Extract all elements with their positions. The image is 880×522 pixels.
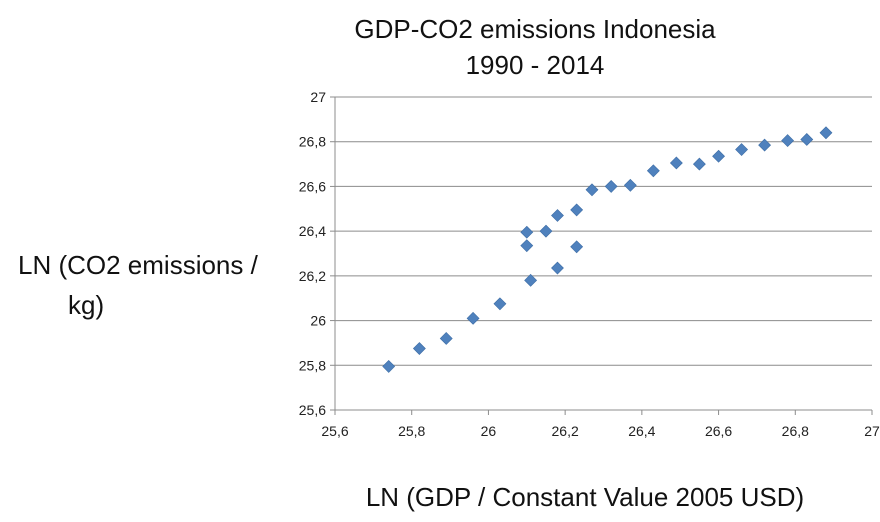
data-point-diamond xyxy=(524,273,538,287)
y-tick-label: 26,2 xyxy=(299,268,326,284)
x-tick-label: 26,8 xyxy=(782,423,809,439)
data-point-diamond xyxy=(570,203,584,217)
data-point-diamond xyxy=(585,183,599,197)
x-tick-label: 25,6 xyxy=(321,423,348,439)
data-point-diamond xyxy=(439,332,453,345)
y-tick-label: 26,8 xyxy=(299,134,326,150)
y-tick-label: 26,6 xyxy=(299,178,326,194)
data-point-diamond xyxy=(692,157,706,171)
x-axis-label: LN (GDP / Constant Value 2005 USD) xyxy=(365,482,805,512)
y-tick-label: 25,8 xyxy=(299,357,326,373)
data-point-diamond xyxy=(819,126,833,140)
chart-title-line-1: GDP-CO2 emissions Indonesia xyxy=(354,14,716,44)
data-point-diamond xyxy=(382,359,396,373)
data-point-diamond xyxy=(735,143,749,156)
data-point-diamond xyxy=(412,342,426,355)
data-point-diamond xyxy=(712,149,725,163)
y-axis-label-line-2: kg) xyxy=(68,290,105,320)
data-point-diamond xyxy=(669,156,683,170)
x-tick-label: 26 xyxy=(481,423,497,439)
y-tick-label: 25,6 xyxy=(299,402,326,418)
x-tick-label: 26,4 xyxy=(628,423,655,439)
data-point-diamond xyxy=(800,133,814,146)
data-point-diamond xyxy=(781,134,795,148)
x-tick-label: 27 xyxy=(864,423,880,439)
data-point-diamond xyxy=(493,297,507,311)
x-tick-label: 26,2 xyxy=(552,423,579,439)
x-tick-label: 25,8 xyxy=(398,423,425,439)
data-point-diamond xyxy=(623,178,637,192)
x-tick-label: 26,6 xyxy=(705,423,732,439)
data-point-diamond xyxy=(758,138,772,152)
data-point-diamond xyxy=(551,261,564,275)
y-tick-label: 26 xyxy=(310,313,326,329)
data-point-diamond xyxy=(520,225,534,239)
data-point-diamond xyxy=(539,224,553,238)
chart-title-line-2: 1990 - 2014 xyxy=(465,50,605,80)
y-tick-label: 26,4 xyxy=(299,223,326,239)
y-tick-label: 27 xyxy=(310,89,326,105)
data-point-diamond xyxy=(604,180,618,193)
data-point-diamond xyxy=(570,240,584,254)
data-point-diamond xyxy=(551,209,564,222)
data-point-diamond xyxy=(520,239,534,253)
y-axis-label-line-1: LN (CO2 emissions / xyxy=(18,250,258,280)
data-point-diamond xyxy=(646,164,660,178)
data-point-diamond xyxy=(466,311,480,325)
